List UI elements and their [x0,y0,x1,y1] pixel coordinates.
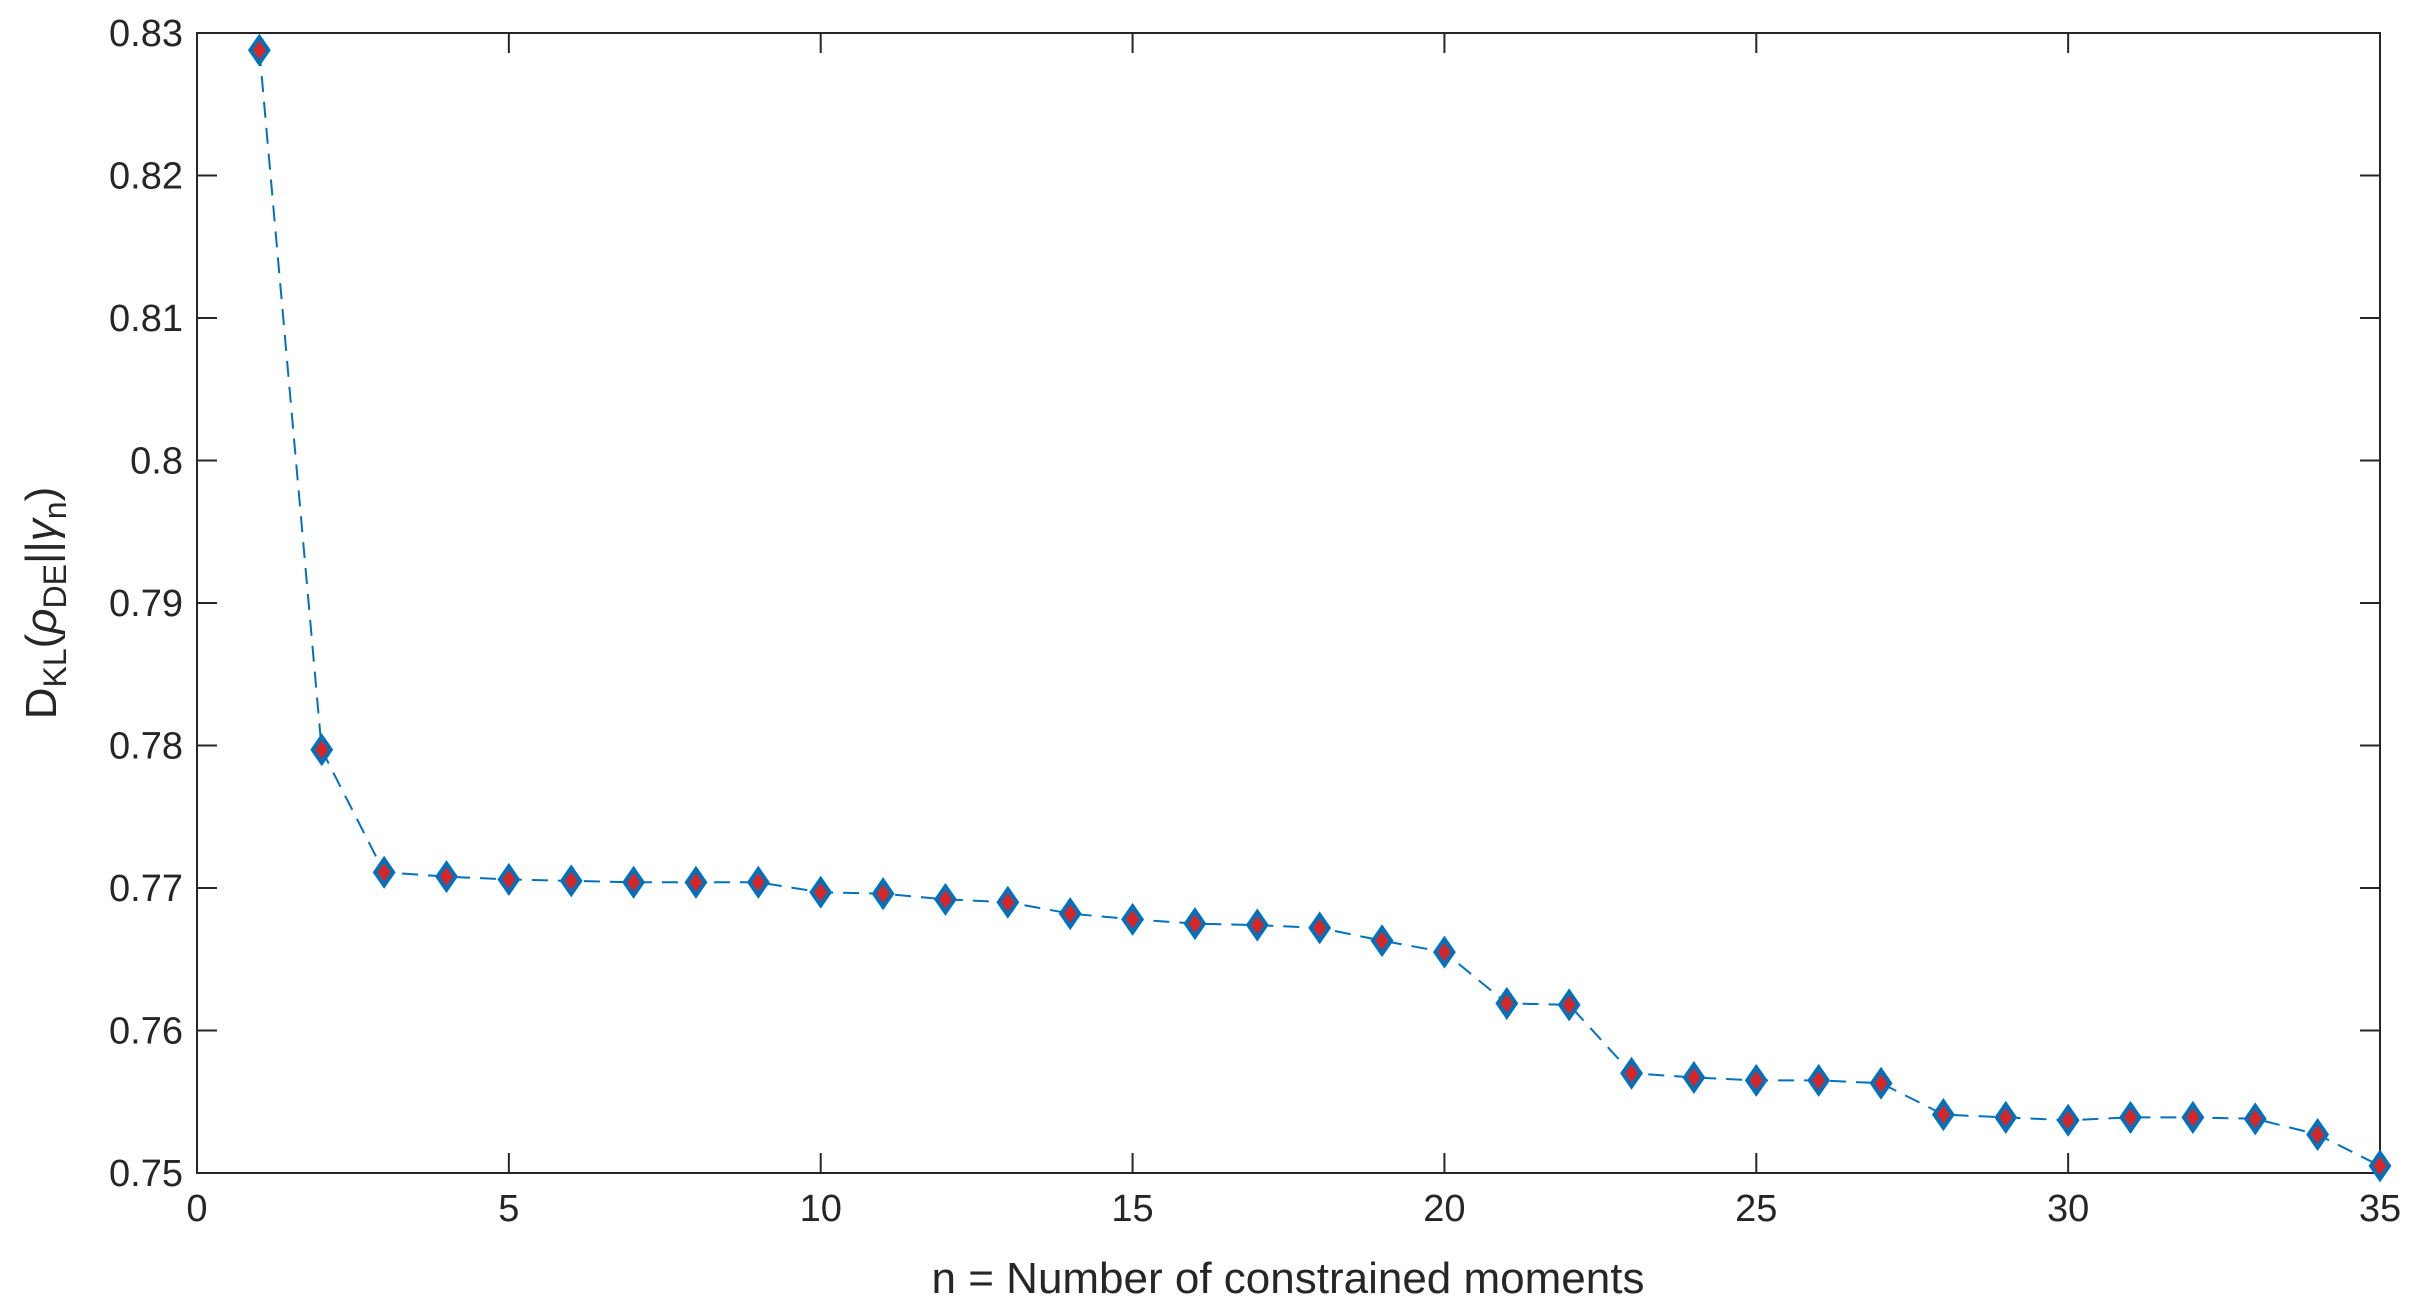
y-tick-label: 0.75 [109,1153,183,1195]
y-tick-label: 0.76 [109,1011,183,1053]
y-tick-label: 0.8 [130,441,183,483]
data-point-marker [1620,1056,1643,1090]
data-point-marker [996,885,1020,919]
data-point-marker [622,865,646,899]
data-point-marker [1245,908,1269,942]
y-label-prefix: D [17,687,66,719]
data-point-marker [2056,1103,2080,1137]
y-tick-label: 0.78 [109,726,183,768]
x-axis-label: n = Number of constrained moments [932,1254,1645,1303]
data-point-marker [1682,1061,1706,1095]
data-point-marker [684,865,708,899]
data-point-marker [1432,935,1456,969]
data-point-marker [746,865,770,899]
y-tick-label: 0.82 [109,156,183,198]
data-point-marker [1370,924,1394,958]
data-point-marker [2181,1100,2205,1134]
y-label-prefix-sub: KL [37,648,73,687]
data-point-marker [2243,1102,2267,1136]
x-axis-ticks: 0 5 10 15 20 25 30 35 [186,33,2401,1230]
data-point-marker [2119,1100,2142,1134]
y-label-rho-sub: DE [37,564,73,608]
data-point-marker [247,33,271,67]
data-point-marker [1869,1066,1893,1100]
y-tick-label: 0.79 [109,583,183,625]
data-point-marker [435,860,458,894]
y-tick-label: 0.77 [109,868,183,910]
data-point-marker [1495,986,1519,1020]
y-label-close: ) [17,487,66,502]
y-axis-label: DKL(ρDE||γn) [17,487,73,720]
y-label-rho: ρ [17,608,66,635]
data-point-marker [1058,897,1082,931]
data-point-marker [1557,988,1581,1022]
data-point-marker [310,733,334,767]
y-label-open: ( [17,633,66,648]
y-tick-label: 0.83 [109,13,183,55]
data-point-marker [1308,911,1332,945]
x-tick-label: 35 [2359,1188,2401,1230]
data-point-marker [1994,1100,2018,1134]
x-tick-label: 30 [2047,1188,2089,1230]
data-point-marker [1121,902,1145,936]
data-point-marker [871,877,895,911]
plot-area [196,32,2381,1174]
x-tick-label: 10 [800,1188,842,1230]
data-point-marker [1744,1063,1768,1097]
y-label-gamma-sub: n [37,501,73,519]
data-point-marker [1807,1063,1831,1097]
y-tick-label: 0.81 [109,298,183,340]
data-point-marker [497,862,521,896]
data-point-marker [809,875,833,909]
data-point-marker [559,864,583,898]
x-tick-label: 5 [498,1188,519,1230]
x-tick-label: 15 [1111,1188,1153,1230]
data-point-marker [2368,1149,2392,1183]
series-markers [247,33,2392,1183]
y-axis-ticks: 0.75 0.76 0.77 0.78 0.79 0.8 0.81 0.82 0.83 [109,13,2380,1195]
y-label-gamma: γ [17,516,66,541]
x-tick-label: 0 [186,1188,207,1230]
x-tick-label: 25 [1735,1188,1777,1230]
y-label-separator: || [17,541,66,564]
data-point-marker [1183,907,1207,941]
data-point-marker [2306,1118,2330,1152]
data-point-marker [1931,1098,1955,1132]
data-point-marker [934,882,957,916]
x-tick-label: 20 [1423,1188,1465,1230]
data-point-marker [372,855,396,889]
